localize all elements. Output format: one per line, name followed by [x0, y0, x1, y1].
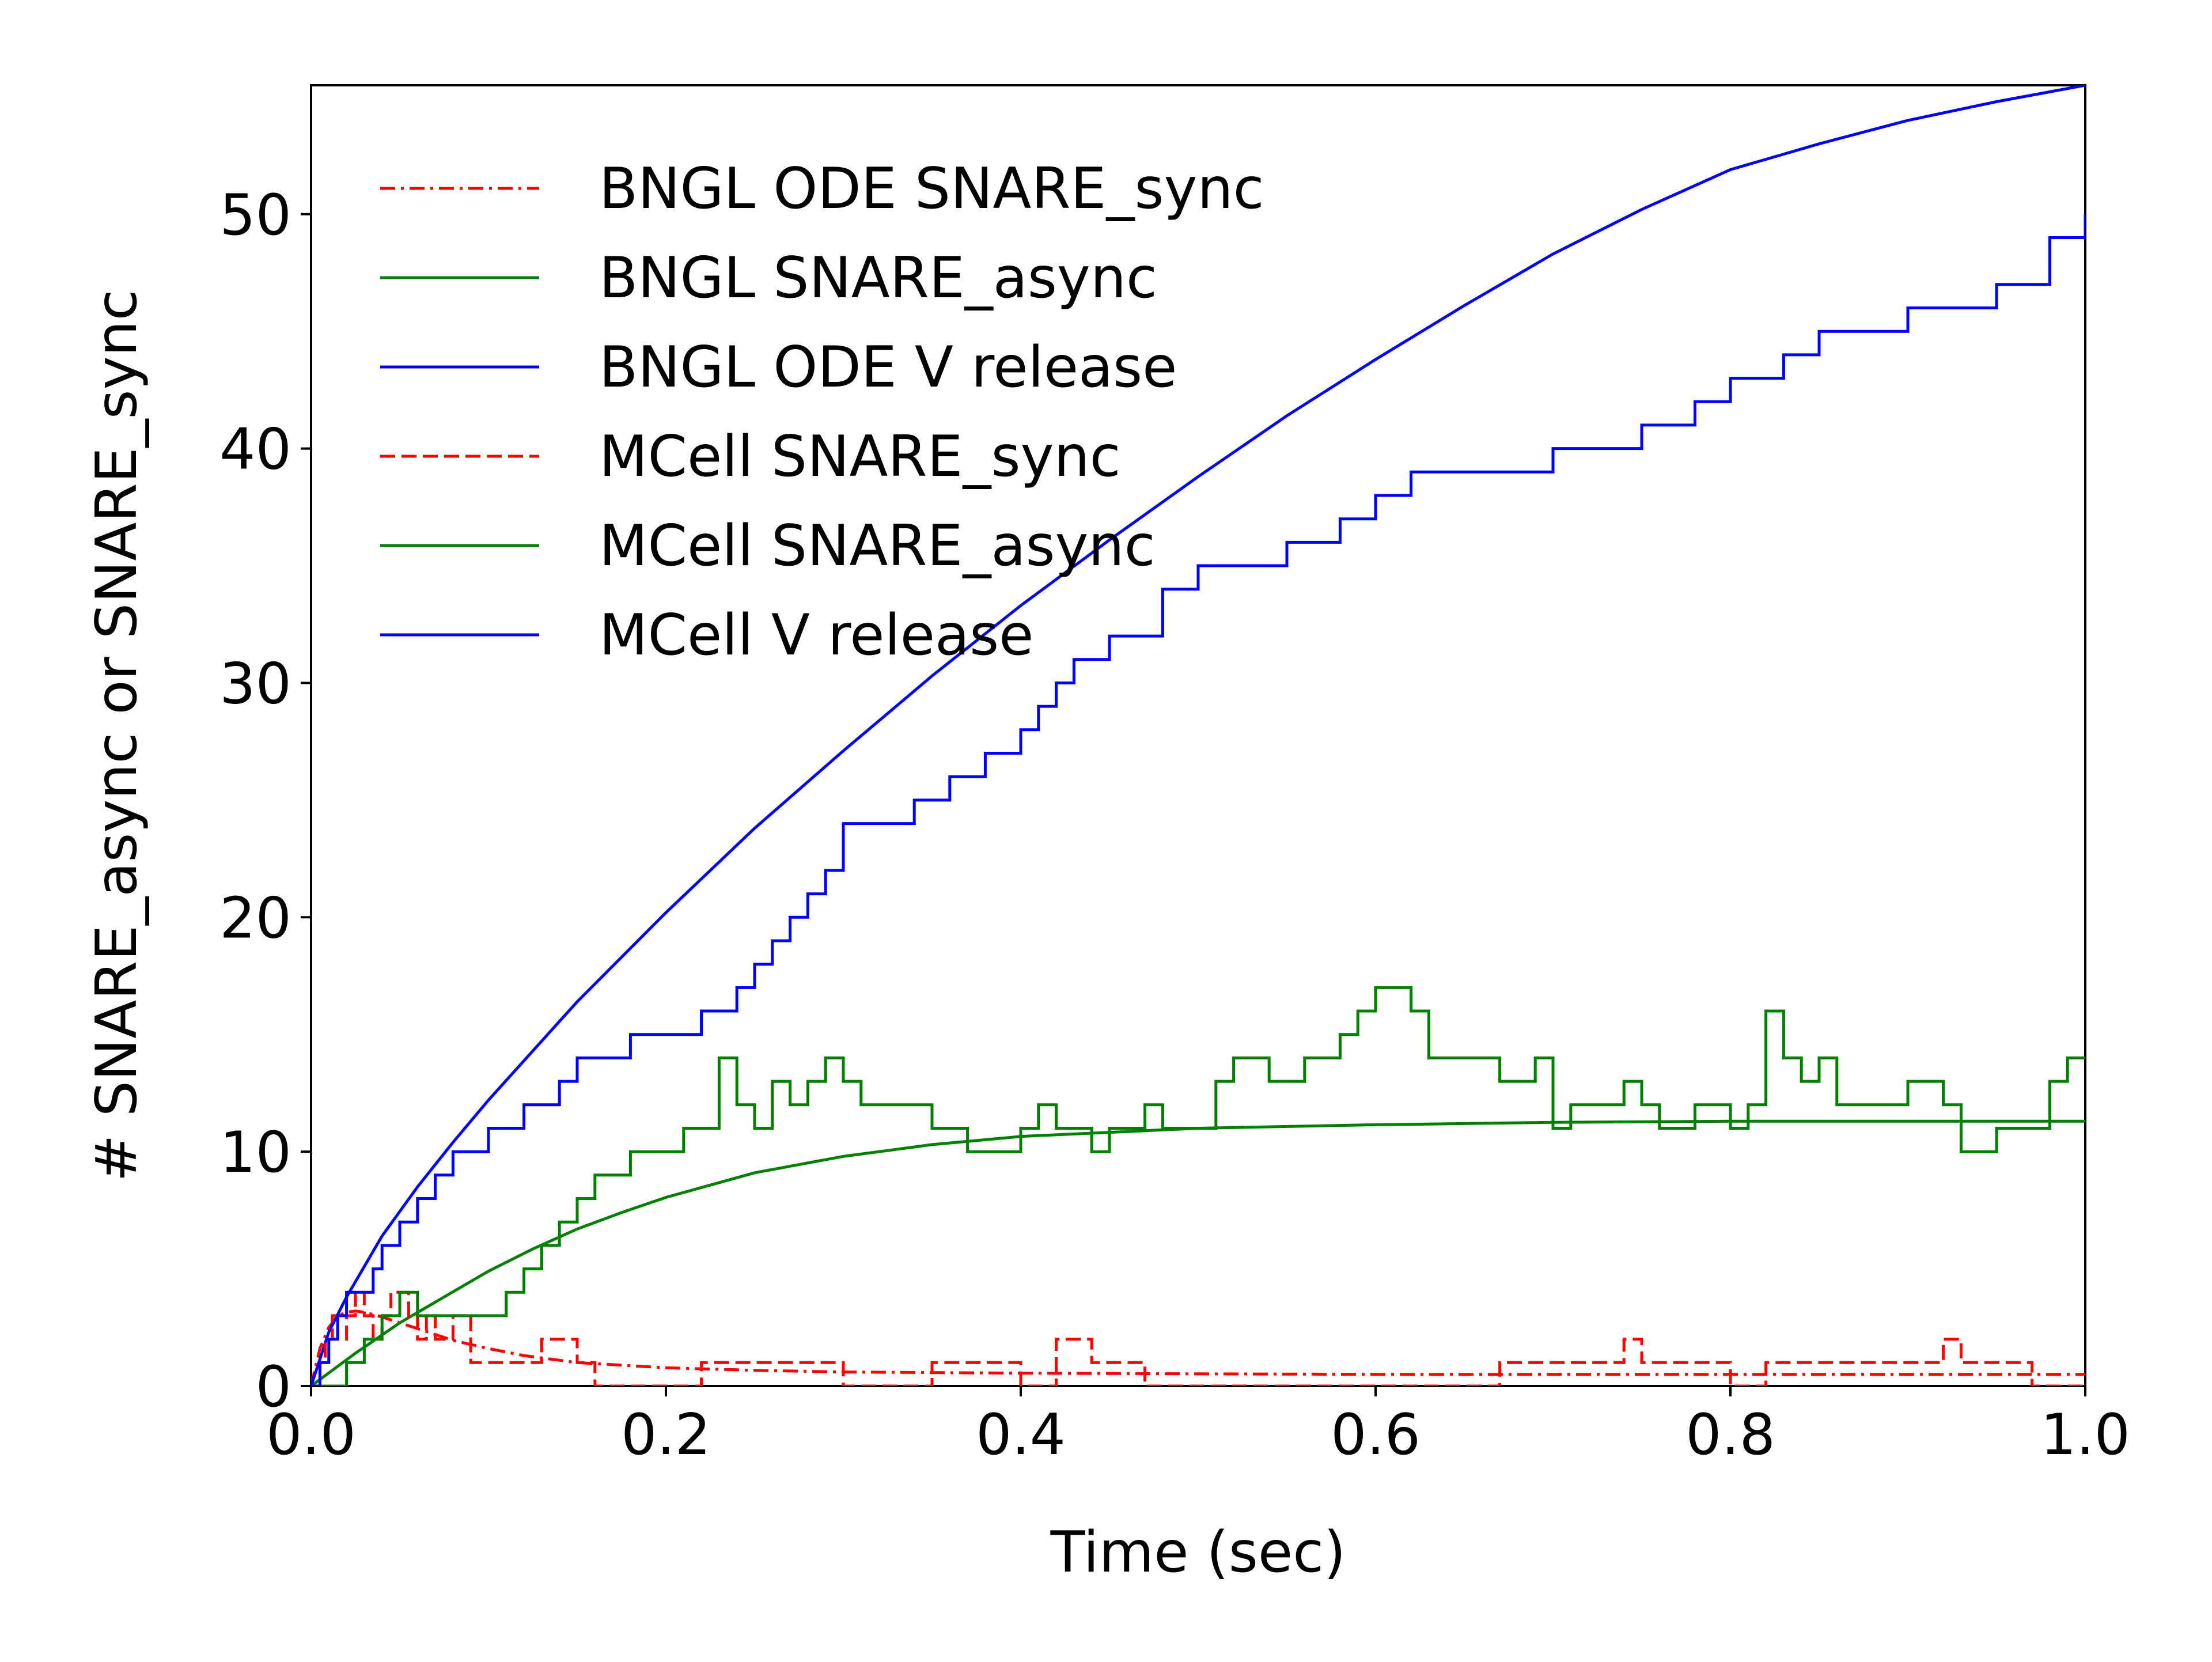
y-axis-title: # SNARE_async or SNARE_sync: [84, 289, 150, 1182]
x-axis-title: Time (sec): [1050, 1520, 1346, 1585]
x-tick-label: 1.0: [2040, 1402, 2130, 1468]
y-tick-label: 0: [256, 1354, 291, 1420]
x-tick-label: 0.6: [1331, 1402, 1421, 1468]
legend-label-5: MCell SNARE_async: [599, 513, 1156, 579]
y-tick-label: 50: [219, 183, 291, 248]
legend-label-3: BNGL ODE V release: [599, 335, 1177, 400]
y-tick-label: 10: [219, 1120, 291, 1186]
series-line-6: [311, 214, 2085, 1386]
legend-label-2: BNGL SNARE_async: [599, 245, 1157, 311]
series-layer: [311, 85, 2085, 1386]
legend: BNGL ODE SNARE_sync BNGL SNARE_async BNGL …: [380, 156, 1264, 668]
x-tick-label: 0.4: [976, 1402, 1066, 1468]
x-tick-label: 0.8: [1685, 1402, 1775, 1468]
legend-label-4: MCell SNARE_sync: [599, 424, 1121, 490]
y-tick-label: 30: [219, 651, 291, 717]
y-tick-label: 20: [219, 885, 291, 951]
series-line-5: [311, 986, 2085, 1386]
series-line-3: [311, 85, 2085, 1386]
legend-label-1: BNGL ODE SNARE_sync: [599, 156, 1264, 222]
ticks-layer: 0.0 0.2 0.4 0.6 0.8 1.0 0 10 20 30 40 50: [219, 183, 2130, 1468]
x-tick-label: 0.0: [266, 1402, 356, 1468]
series-line-1: [311, 1309, 2085, 1386]
y-tick-label: 40: [219, 417, 291, 483]
series-line-4: [311, 1290, 2085, 1386]
legend-label-6: MCell V release: [599, 603, 1033, 668]
x-tick-label: 0.2: [621, 1402, 711, 1468]
